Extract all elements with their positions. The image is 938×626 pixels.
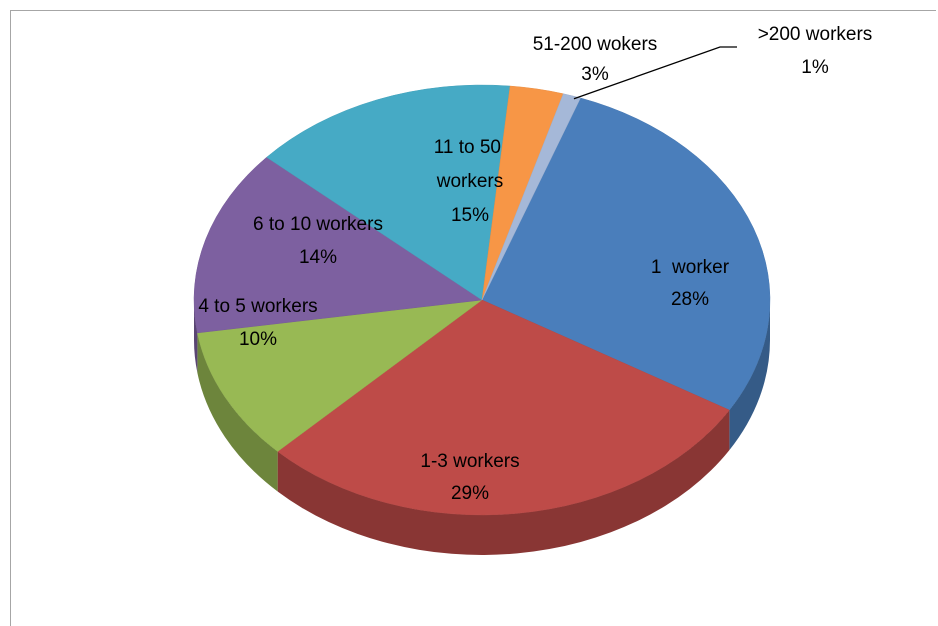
pie-slice bbox=[197, 299, 483, 452]
value-label: 28% bbox=[671, 289, 709, 310]
pie-wall bbox=[197, 332, 278, 492]
slice-label: 1-3 workers bbox=[420, 451, 519, 472]
pie-slice bbox=[481, 93, 581, 301]
slice-label: 4 to 5 workers bbox=[198, 296, 317, 317]
pie-slice bbox=[193, 156, 483, 334]
slice-label: 1 worker bbox=[651, 257, 730, 278]
value-label: 10% bbox=[239, 329, 277, 350]
pie-tops bbox=[193, 84, 771, 516]
value-label: 14% bbox=[299, 247, 337, 268]
value-label: 15% bbox=[451, 205, 489, 226]
pie-slice bbox=[481, 97, 771, 411]
pie-wall bbox=[729, 300, 770, 451]
pie-wall bbox=[277, 410, 730, 556]
pie-slice bbox=[266, 84, 511, 301]
chart-frame bbox=[10, 10, 936, 626]
leader-line bbox=[573, 46, 737, 100]
slice-label: 11 to 50 workers bbox=[434, 137, 507, 192]
slice-label: 51-200 wokers bbox=[533, 34, 658, 55]
value-label: 29% bbox=[451, 483, 489, 504]
pie-labels: 1 worker 28% 1-3 workers 29% 4 to 5 workers 1… bbox=[198, 24, 872, 504]
value-label: 1% bbox=[801, 57, 829, 78]
pie-slice bbox=[277, 299, 730, 516]
value-label: 3% bbox=[581, 64, 609, 85]
slice-label: 6 to 10 workers bbox=[253, 214, 383, 235]
slice-label: >200 workers bbox=[758, 24, 873, 45]
